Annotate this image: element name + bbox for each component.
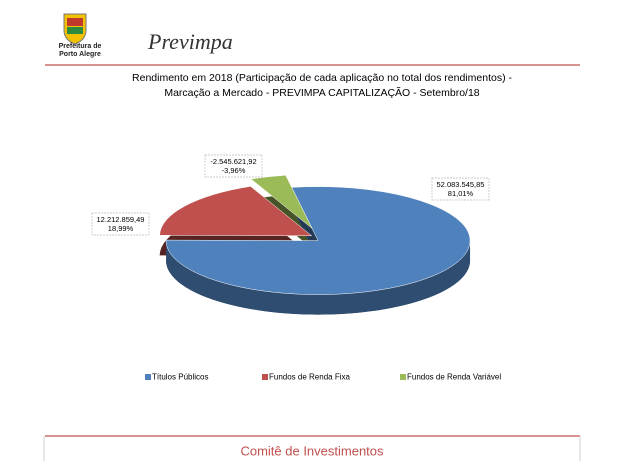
brand: Previmpa [147, 29, 233, 54]
pie [159, 174, 471, 315]
label-box [431, 177, 490, 201]
chart-title: Marcação a Mercado - PREVIMPA CAPITALIZA… [164, 86, 479, 99]
data-label: 52.083.545,85 [437, 180, 485, 189]
footer-text: Comitê de Investimentos [240, 443, 384, 458]
legend-swatch [400, 374, 406, 380]
label-box [204, 154, 263, 178]
legend-label: Títulos Públicos [152, 373, 208, 382]
data-label: -3,96% [222, 166, 246, 175]
logo-band [67, 18, 83, 26]
data-label: -2.545.621,92 [210, 157, 256, 166]
logo [63, 13, 87, 45]
org-name: Porto Alegre [59, 51, 101, 58]
data-label: 12.212.859,49 [97, 215, 145, 224]
logo-band [67, 27, 83, 34]
org-name: Prefeitura de [59, 43, 102, 50]
slice [159, 186, 313, 237]
chart-title: Rendimento em 2018 (Participação de cada… [132, 72, 512, 84]
legend-swatch [145, 374, 151, 380]
slice [165, 186, 471, 295]
legend-label: Fundos de Renda Fixa [269, 373, 350, 382]
legend-swatch [262, 374, 268, 380]
legend-label: Fundos de Renda Variável [407, 373, 501, 382]
data-label: 18,99% [108, 224, 134, 233]
legend: Títulos Públicos Fundos de Renda Fixa Fund… [145, 373, 501, 382]
label-box [91, 212, 150, 236]
slice-side [166, 240, 471, 315]
slice [250, 174, 313, 229]
data-label: 81,01% [448, 189, 474, 198]
